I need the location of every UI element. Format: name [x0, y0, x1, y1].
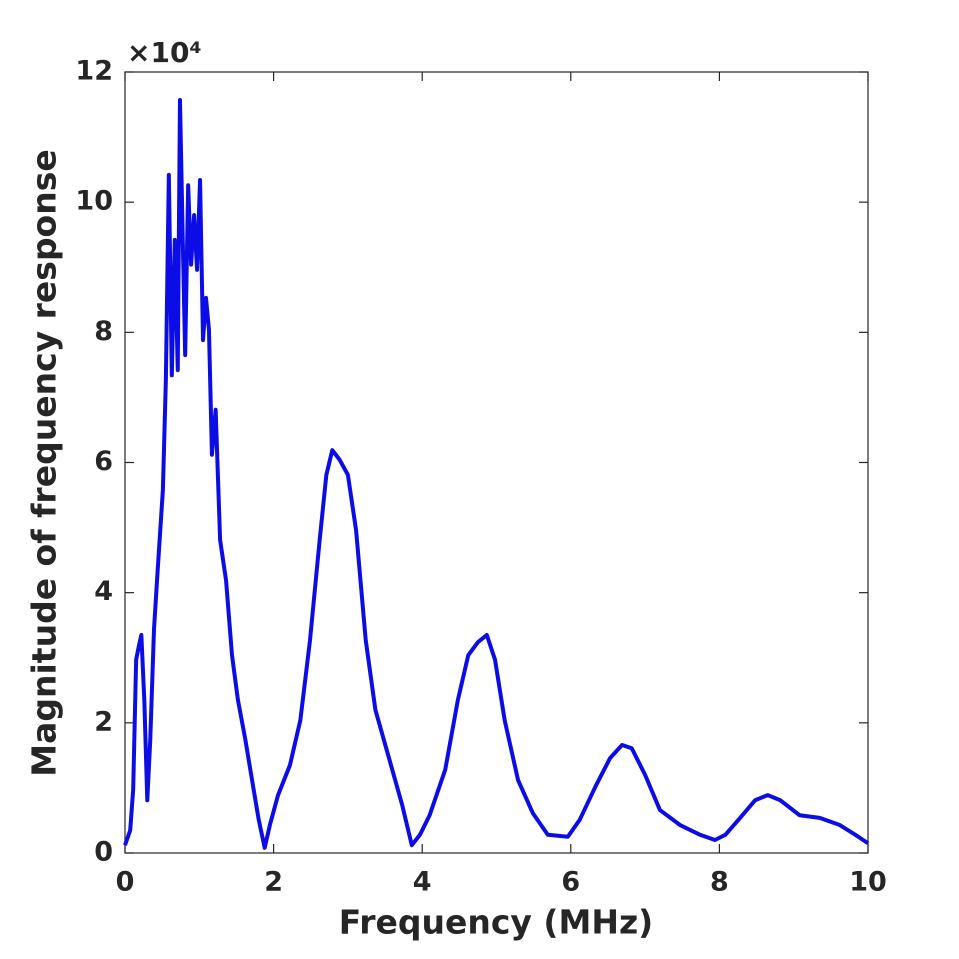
x-axis-label: Frequency (MHz)	[339, 903, 653, 942]
x-tick-label: 8	[710, 867, 729, 898]
y-multiplier: ×10⁴	[127, 36, 202, 69]
y-tick-label: 8	[94, 316, 113, 347]
y-tick-label: 6	[94, 446, 113, 477]
x-tick-label: 0	[116, 867, 135, 898]
x-tick-label: 6	[561, 867, 580, 898]
y-axis-label: Magnitude of frequency response	[25, 149, 64, 776]
plot-frame	[124, 71, 869, 854]
x-tick-label: 10	[849, 867, 887, 898]
y-tick-label: 12	[75, 56, 113, 87]
x-tick-label: 4	[413, 867, 432, 898]
y-tick-label: 4	[94, 576, 113, 607]
x-tick-label: 2	[264, 867, 283, 898]
y-tick-label: 10	[75, 186, 113, 217]
y-tick-label: 2	[94, 706, 113, 737]
data-line	[123, 97, 870, 850]
y-tick-label: 0	[94, 837, 113, 868]
